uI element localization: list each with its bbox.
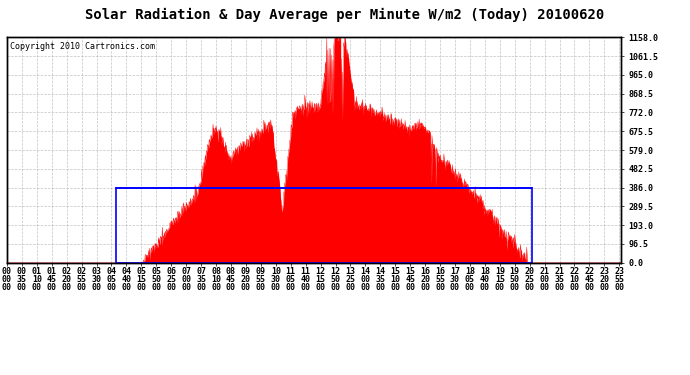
Text: Copyright 2010 Cartronics.com: Copyright 2010 Cartronics.com xyxy=(10,42,155,51)
Bar xyxy=(116,188,532,262)
Text: Solar Radiation & Day Average per Minute W/m2 (Today) 20100620: Solar Radiation & Day Average per Minute… xyxy=(86,8,604,22)
